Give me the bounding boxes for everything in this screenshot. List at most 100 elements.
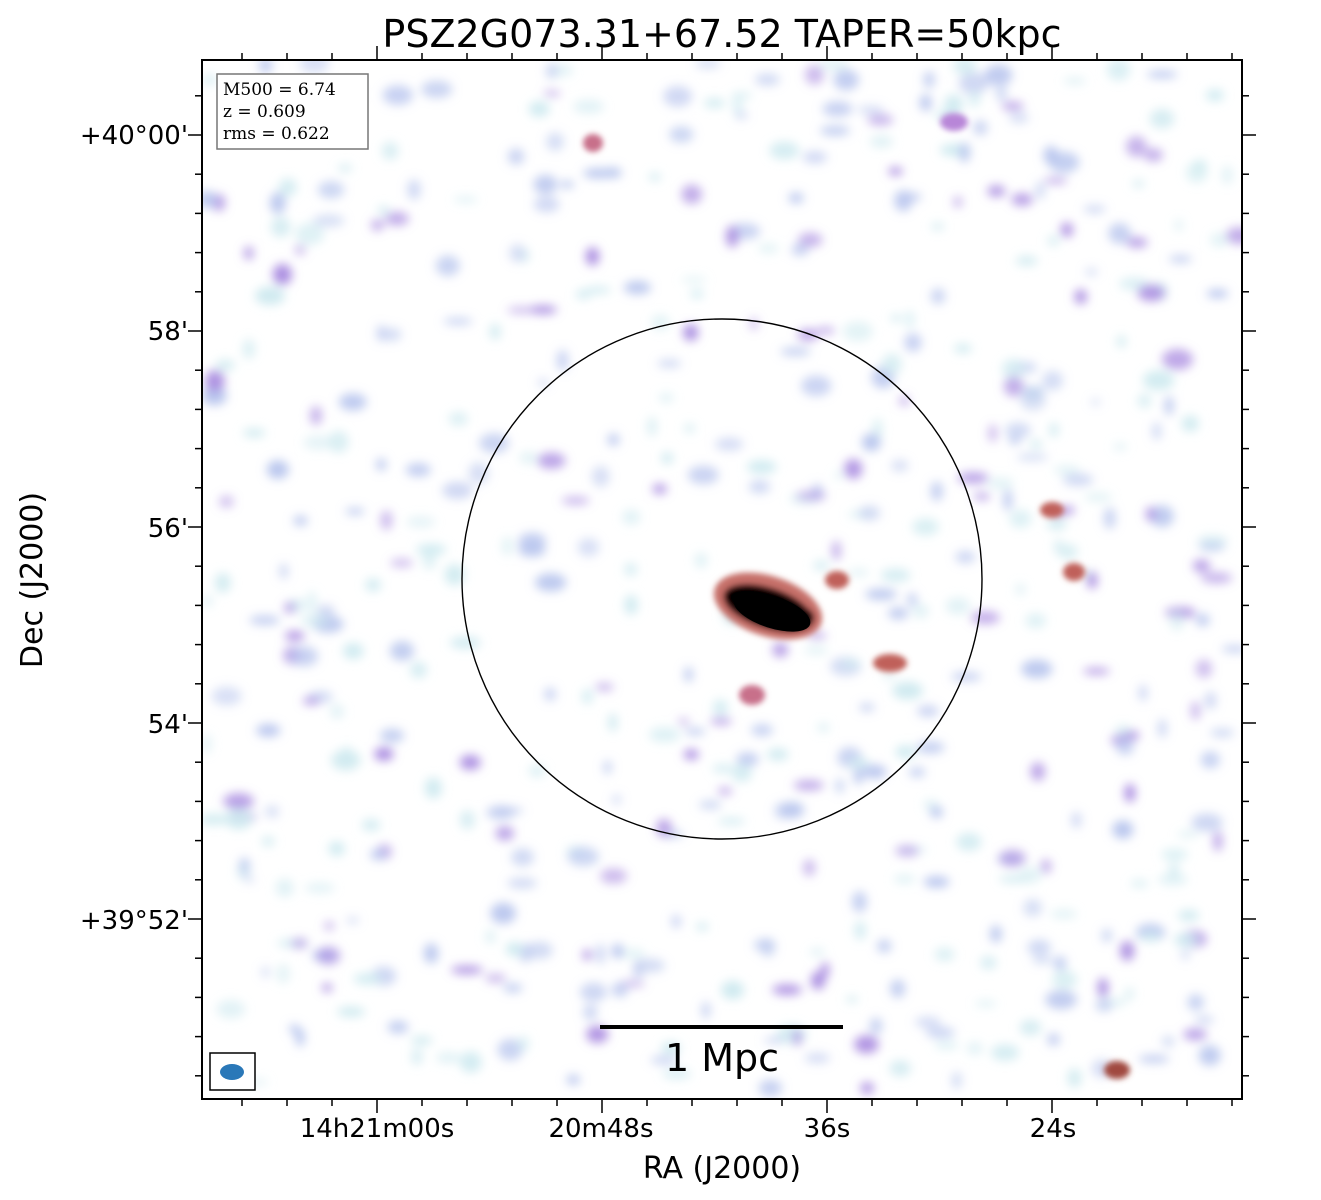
noise-speckle [342, 642, 364, 660]
noise-speckle [888, 167, 903, 176]
noise-speckle [379, 728, 405, 743]
noise-speckle [987, 185, 1006, 197]
noise-speckle [581, 688, 593, 705]
noise-speckle [695, 60, 721, 69]
noise-speckle [701, 1001, 711, 1019]
noise-speckle [889, 1060, 911, 1077]
noise-speckle [1001, 358, 1025, 379]
noise-speckle [833, 69, 859, 91]
noise-speckle [546, 132, 564, 151]
noise-speckle [284, 630, 305, 641]
noise-speckle [930, 222, 945, 231]
noise-speckle [486, 805, 515, 820]
noise-speckle [973, 120, 988, 136]
noise-speckle [801, 375, 832, 397]
noise-speckle [1157, 718, 1167, 738]
y-axis-label: Dec (J2000) [15, 492, 50, 668]
noise-speckle [703, 98, 726, 108]
noise-speckle [1138, 684, 1148, 702]
noise-speckle [1053, 955, 1067, 971]
noise-speckle [681, 276, 707, 283]
noise-speckle [895, 745, 916, 759]
noise-speckle [1046, 519, 1067, 530]
noise-speckle [507, 306, 536, 314]
noise-speckle [442, 481, 473, 499]
source-south-east [873, 654, 907, 672]
noise-speckle [758, 243, 779, 254]
noise-speckle [753, 938, 776, 952]
noise-speckle [917, 705, 939, 717]
noise-speckle [1192, 559, 1211, 573]
noise-speckle [684, 666, 693, 683]
noise-speckle [1144, 148, 1163, 162]
noise-speckle [1021, 659, 1053, 679]
noise-speckle [612, 794, 621, 805]
noise-speckle [712, 764, 734, 773]
noise-speckle [242, 428, 266, 438]
noise-speckle [1204, 691, 1217, 710]
noise-speckle [302, 697, 320, 705]
noise-speckle [1085, 268, 1098, 276]
noise-speckle [203, 74, 216, 86]
noise-speckle [650, 1056, 678, 1065]
noise-speckle [1042, 370, 1063, 391]
noise-speckle [904, 333, 922, 352]
noise-speckle [528, 765, 546, 777]
noise-speckle [955, 550, 976, 564]
source-north-2 [940, 113, 968, 131]
noise-speckle [1194, 1015, 1215, 1024]
noise-speckle [611, 982, 628, 998]
noise-speckle [748, 480, 771, 494]
noise-speckle [299, 60, 330, 74]
noise-speckle [223, 793, 255, 810]
noise-speckle [608, 713, 618, 732]
noise-speckle [1019, 1019, 1042, 1036]
noise-speckle [380, 510, 393, 531]
noise-speckle [1177, 830, 1199, 838]
noise-speckle [293, 515, 308, 526]
noise-speckle [387, 1020, 409, 1034]
noise-speckle [443, 317, 473, 325]
noise-speckle [1118, 277, 1150, 290]
noise-speckle [1200, 751, 1221, 769]
noise-speckle [269, 192, 286, 214]
noise-speckle [450, 965, 483, 975]
noise-speckle [671, 914, 681, 929]
noise-speckle [284, 602, 296, 614]
noise-speckle [301, 613, 329, 628]
noise-speckle [990, 925, 1002, 943]
noise-speckle [841, 659, 861, 668]
noise-speckle [772, 642, 789, 658]
noise-speckle [862, 764, 887, 779]
noise-speckle [912, 518, 939, 536]
noise-speckle [328, 841, 345, 856]
noise-speckle [669, 126, 694, 143]
noise-speckle [219, 495, 234, 508]
source-south-east-corner [1104, 1061, 1130, 1079]
noise-speckle [1101, 928, 1113, 943]
noise-speckle [1082, 668, 1110, 675]
noise-speckle [953, 196, 963, 208]
noise-speckle [895, 845, 920, 857]
noise-speckle [995, 86, 1008, 101]
noise-speckle [859, 703, 875, 712]
noise-speckle [537, 378, 549, 387]
noise-speckle [490, 902, 516, 924]
noise-speckle [295, 223, 325, 245]
noise-speckle [1097, 977, 1109, 998]
noise-speckle [479, 433, 510, 454]
noise-speckle [767, 748, 789, 761]
noise-speckle [435, 1052, 461, 1064]
axis-ticks [188, 46, 1256, 1113]
noise-speckle [1191, 813, 1223, 832]
noise-speckle [317, 181, 345, 199]
noise-speckle [648, 173, 661, 181]
noise-speckle [330, 704, 344, 719]
noise-speckle [865, 588, 897, 600]
noise-speckle [243, 246, 254, 260]
noise-speckle [683, 749, 699, 760]
noise-speckle [214, 572, 231, 593]
noise-speckle [503, 983, 523, 993]
noise-speckle [556, 349, 569, 372]
noise-speckle [596, 943, 605, 965]
